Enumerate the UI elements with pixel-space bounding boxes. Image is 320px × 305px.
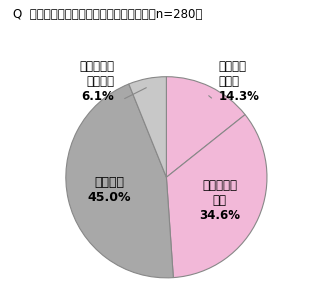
Text: 思うときも
ある
34.6%: 思うときも ある 34.6%: [199, 179, 240, 222]
Wedge shape: [166, 77, 245, 177]
Text: どちらとも
いえない
6.1%: どちらとも いえない 6.1%: [79, 60, 114, 103]
Text: 常に思っ
ている
14.3%: 常に思っ ている 14.3%: [219, 60, 260, 103]
Wedge shape: [166, 115, 267, 278]
Text: 思わない
45.0%: 思わない 45.0%: [88, 176, 131, 204]
Wedge shape: [129, 77, 166, 177]
Wedge shape: [66, 84, 173, 278]
Text: Q  転職したいと思いますか。（単一回答　n=280）: Q 転職したいと思いますか。（単一回答 n=280）: [13, 8, 202, 21]
